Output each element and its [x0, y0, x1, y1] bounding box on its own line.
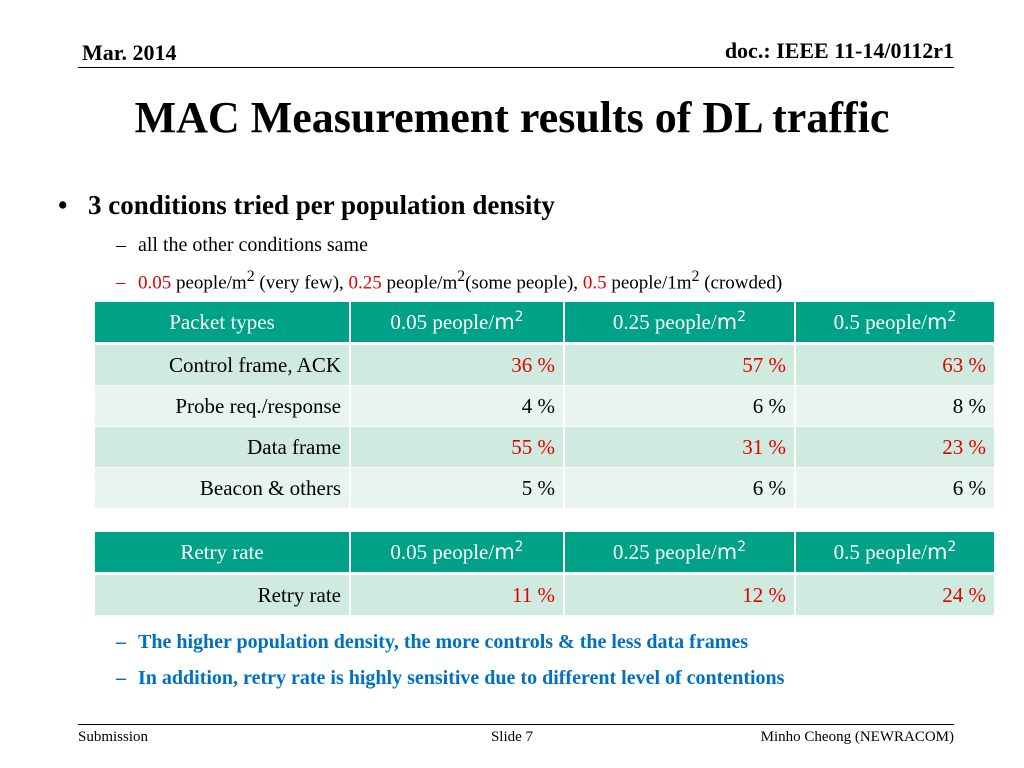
column-header: Packet types	[95, 302, 351, 345]
row-label: Data frame	[95, 426, 351, 468]
sub-bullet-text: all the other conditions same	[138, 234, 368, 256]
conclusion-2: – In addition, retry rate is highly sensi…	[116, 667, 784, 690]
sub-bullet-densities: –0.05 people/m2 (very few), 0.25 people/…	[116, 268, 782, 294]
header-label: 0.5 people/	[833, 310, 927, 334]
table-cell: 5 %	[350, 467, 565, 509]
column-header: 0.25 people/m2	[564, 532, 796, 575]
table-cell: 55 %	[350, 426, 565, 468]
footer-slide-number: Slide 7	[490, 729, 534, 745]
table-cell: 6 %	[564, 385, 796, 427]
table-cell: 6 %	[795, 467, 994, 509]
density-sup-3: 2	[691, 268, 700, 285]
conclusion-text: The higher population density, the more …	[138, 631, 749, 653]
table-row: Beacon & others 5 % 6 % 6 %	[95, 467, 994, 509]
packet-types-table: Packet types 0.05 people/m2 0.25 people/m2…	[95, 302, 994, 509]
density-text-2: people/m	[381, 272, 458, 294]
table-row: Control frame, ACK 36 % 57 % 63 %	[95, 343, 994, 386]
header-unit-sup: 2	[947, 539, 957, 555]
density-text-1: people/m	[171, 272, 247, 294]
table-row: Data frame 55 % 31 % 23 %	[95, 426, 994, 468]
header-unit: m	[716, 310, 738, 334]
density-sup-1: 2	[246, 268, 255, 285]
column-header: 0.5 people/m2	[795, 532, 994, 575]
header-unit-sup: 2	[947, 309, 957, 325]
sub-bullet-dash: –	[116, 272, 126, 294]
footer-divider	[78, 724, 954, 725]
header-unit-sup: 2	[737, 539, 747, 555]
header-label: 0.25 people/	[612, 540, 717, 564]
header-date: Mar. 2014	[82, 40, 177, 65]
header-label: 0.5 people/	[833, 540, 927, 564]
table-row: Retry rate 11 % 12 % 24 %	[95, 573, 994, 616]
bullet-text: 3 conditions tried per population densit…	[88, 190, 555, 220]
footer-author: Minho Cheong (NEWRACOM)	[760, 729, 954, 745]
header-label: Packet types	[169, 309, 275, 334]
row-label: Probe req./response	[95, 385, 351, 427]
conclusion-text: In addition, retry rate is highly sensit…	[138, 667, 785, 689]
sub-bullet-conditions: – all the other conditions same	[116, 234, 368, 257]
header-unit: m	[494, 540, 515, 564]
header-label: 0.25 people/	[612, 310, 717, 334]
table-row: Probe req./response 4 % 6 % 8 %	[95, 385, 994, 427]
density-desc-3: (crowded)	[699, 272, 783, 294]
header-unit: m	[494, 310, 515, 334]
row-label: Beacon & others	[95, 467, 351, 509]
header-unit-sup: 2	[737, 309, 747, 325]
slide-title: MAC Measurement results of DL traffic	[134, 93, 890, 142]
table-cell: 12 %	[564, 573, 796, 616]
retry-rate-table: Retry rate 0.05 people/m2 0.25 people/m2 0.…	[95, 532, 994, 616]
header-divider	[78, 67, 954, 68]
header-unit: m	[926, 540, 948, 564]
density-desc-1: (very few),	[254, 272, 349, 294]
row-label: Control frame, ACK	[95, 343, 351, 386]
table-cell: 36 %	[350, 343, 565, 386]
table-cell: 63 %	[795, 343, 994, 386]
density-value-1: 0.05	[138, 272, 172, 294]
bullet-marker: •	[58, 190, 68, 220]
column-header: 0.05 people/m2	[350, 302, 565, 345]
conclusion-dash: –	[116, 667, 126, 689]
column-header: 0.5 people/m2	[795, 302, 994, 345]
header-doc-id: doc.: IEEE 11-14/0112r1	[724, 38, 954, 63]
table-cell: 24 %	[795, 573, 994, 616]
density-value-2: 0.25	[348, 272, 382, 294]
table-cell: 11 %	[350, 573, 565, 616]
conclusion-dash: –	[116, 631, 126, 653]
row-label: Retry rate	[95, 573, 351, 616]
table-cell: 31 %	[564, 426, 796, 468]
table-header-row: Retry rate 0.05 people/m2 0.25 people/m2 0.…	[95, 532, 994, 575]
table-cell: 6 %	[564, 467, 796, 509]
density-sup-2: 2	[457, 268, 466, 285]
table-cell: 57 %	[564, 343, 796, 386]
bullet-main: • 3 conditions tried per population densi…	[58, 190, 555, 221]
header-unit-sup: 2	[514, 309, 524, 325]
header-label: 0.05 people/	[390, 540, 495, 564]
conclusion-1: – The higher population density, the more…	[116, 631, 748, 654]
column-header: Retry rate	[95, 532, 351, 575]
table-header-row: Packet types 0.05 people/m2 0.25 people/m2…	[95, 302, 994, 345]
header-label: Retry rate	[180, 539, 264, 564]
density-text-3: people/1m	[606, 272, 692, 294]
header-unit-sup: 2	[514, 539, 524, 555]
footer-submission: Submission	[78, 729, 149, 745]
density-desc-2: (some people),	[465, 272, 583, 294]
table-cell: 4 %	[350, 385, 565, 427]
header-unit: m	[716, 540, 738, 564]
table-cell: 8 %	[795, 385, 994, 427]
density-value-3: 0.5	[582, 272, 607, 294]
sub-bullet-dash: –	[116, 234, 126, 256]
header-label: 0.05 people/	[390, 310, 495, 334]
column-header: 0.05 people/m2	[350, 532, 565, 575]
header-unit: m	[926, 310, 948, 334]
column-header: 0.25 people/m2	[564, 302, 796, 345]
table-cell: 23 %	[795, 426, 994, 468]
